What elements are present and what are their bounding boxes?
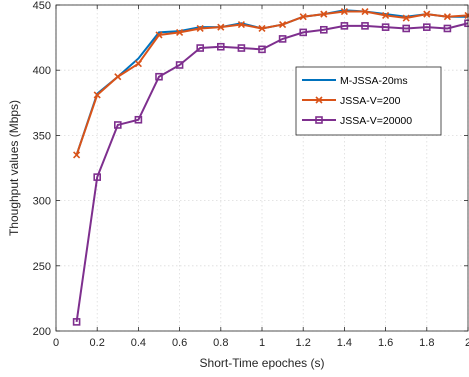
data-point bbox=[93, 91, 101, 99]
data-point bbox=[340, 22, 349, 30]
y-tick-label: 400 bbox=[33, 65, 51, 77]
axis-ticks bbox=[55, 4, 469, 332]
y-axis-label: Thoughput values (Mbps) bbox=[7, 100, 21, 236]
data-point bbox=[443, 24, 452, 33]
data-point bbox=[217, 42, 225, 51]
data-point bbox=[320, 10, 328, 18]
legend-item: JSSA-V=20000 bbox=[302, 115, 412, 127]
marker-stroke bbox=[320, 10, 328, 18]
data-point bbox=[114, 121, 122, 129]
data-point bbox=[422, 23, 431, 31]
x-tick-label: 1.8 bbox=[419, 337, 434, 349]
legend-item: JSSA-V=200 bbox=[302, 95, 401, 107]
x-tick-label: 1.6 bbox=[378, 337, 393, 349]
plot-area bbox=[56, 5, 468, 331]
x-tick-label: 2 bbox=[465, 337, 469, 349]
data-point bbox=[93, 173, 101, 181]
marker-stroke bbox=[196, 24, 204, 33]
data-point bbox=[278, 35, 287, 43]
data-point bbox=[279, 20, 287, 29]
y-tick-label: 450 bbox=[33, 0, 51, 12]
marker-stroke bbox=[93, 91, 101, 99]
legend-marker bbox=[315, 96, 323, 104]
y-tick-label: 250 bbox=[33, 261, 51, 273]
marker-stroke bbox=[258, 24, 266, 33]
x-tick-label: 0 bbox=[53, 337, 59, 349]
data-point bbox=[196, 24, 204, 33]
data-point bbox=[319, 25, 328, 34]
marker-stroke bbox=[299, 13, 307, 21]
marker-stroke bbox=[73, 151, 81, 159]
marker-stroke bbox=[423, 10, 431, 18]
y-tick-label: 350 bbox=[33, 130, 51, 142]
data-point bbox=[258, 24, 266, 33]
data-point bbox=[114, 73, 122, 81]
data-point bbox=[258, 45, 266, 54]
x-tick-label: 1.4 bbox=[337, 337, 352, 349]
marker-stroke bbox=[340, 7, 348, 16]
x-tick-label: 0.8 bbox=[213, 337, 228, 349]
data-point bbox=[237, 20, 245, 29]
data-point bbox=[402, 14, 410, 22]
marker-stroke bbox=[114, 73, 122, 81]
data-point bbox=[299, 13, 307, 21]
legend-label: JSSA-V=200 bbox=[340, 95, 401, 107]
marker-stroke bbox=[217, 23, 225, 31]
marker-stroke bbox=[402, 14, 410, 22]
data-point bbox=[299, 28, 308, 37]
x-tick-label: 1.2 bbox=[296, 337, 311, 349]
data-point bbox=[423, 10, 431, 18]
series-jssa-v-200 bbox=[73, 7, 469, 159]
series-jssa-v-20000 bbox=[72, 19, 469, 326]
data-point bbox=[382, 11, 390, 19]
marker-stroke bbox=[134, 60, 142, 68]
data-point bbox=[134, 60, 142, 68]
legend-label: M-JSSA-20ms bbox=[340, 75, 408, 87]
data-point bbox=[155, 72, 163, 81]
data-point bbox=[196, 44, 204, 52]
data-point bbox=[361, 22, 369, 30]
marker-stroke bbox=[315, 96, 323, 104]
data-point bbox=[175, 61, 184, 69]
marker-stroke bbox=[279, 20, 287, 29]
x-tick-label: 0.4 bbox=[131, 337, 146, 349]
series-layer bbox=[72, 7, 469, 326]
marker-stroke bbox=[155, 31, 163, 39]
x-tick-label: 0.6 bbox=[172, 337, 187, 349]
x-tick-label: 0.2 bbox=[90, 337, 105, 349]
y-tick-labels: 200 250 300 350 400 450 bbox=[33, 0, 51, 338]
legend: M-JSSA-20ms JSSA-V=200 JSSA-V=20000 bbox=[295, 66, 442, 136]
marker-stroke bbox=[237, 20, 245, 29]
data-point bbox=[217, 23, 225, 31]
marker-stroke bbox=[361, 7, 369, 16]
marker-stroke bbox=[443, 13, 451, 21]
data-point bbox=[72, 318, 81, 326]
data-point bbox=[237, 44, 246, 52]
y-tick-label: 200 bbox=[33, 326, 51, 338]
data-point bbox=[340, 7, 348, 16]
legend-item: M-JSSA-20ms bbox=[302, 75, 408, 87]
data-point bbox=[402, 24, 411, 33]
x-tick-labels: 0 0.2 0.4 0.6 0.8 1 1.2 1.4 1.6 1.8 2 bbox=[53, 337, 469, 349]
x-axis-label: Short-Time epoches (s) bbox=[200, 356, 325, 370]
data-point bbox=[176, 28, 184, 36]
data-point bbox=[73, 151, 81, 159]
data-point bbox=[134, 115, 143, 124]
series-line bbox=[75, 10, 469, 156]
marker-stroke bbox=[176, 28, 184, 36]
data-point bbox=[361, 7, 369, 16]
data-point bbox=[443, 13, 451, 21]
marker-stroke bbox=[382, 11, 390, 19]
legend-marker bbox=[315, 116, 323, 124]
legend-label: JSSA-V=20000 bbox=[340, 115, 412, 127]
x-tick-label: 1 bbox=[259, 337, 265, 349]
data-point bbox=[155, 31, 163, 39]
y-tick-label: 300 bbox=[33, 196, 51, 208]
data-point bbox=[381, 23, 390, 31]
